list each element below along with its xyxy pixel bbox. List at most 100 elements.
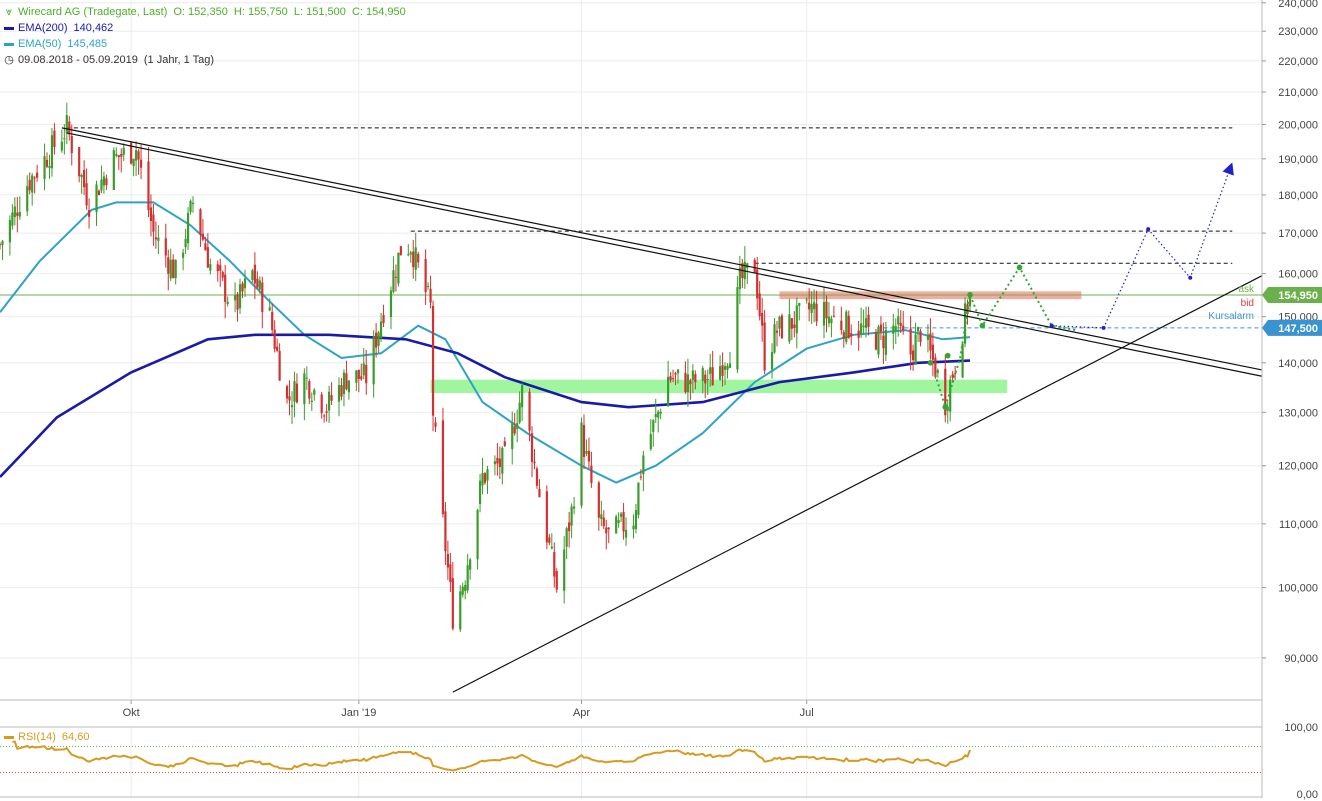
candle-body	[711, 367, 714, 386]
candle-body	[243, 278, 247, 289]
candle-body	[63, 138, 66, 140]
candle-body	[313, 389, 316, 395]
candle-body	[516, 423, 519, 429]
candle-body	[174, 259, 177, 278]
candle-body	[624, 529, 628, 538]
candle-body	[600, 514, 603, 520]
candle-body	[620, 513, 623, 517]
candle-body	[424, 258, 427, 292]
candle-body	[167, 257, 170, 274]
candle-body	[209, 264, 212, 271]
candle-body	[36, 172, 39, 178]
candle-body	[305, 377, 308, 379]
candle-body	[95, 184, 98, 212]
candle-body	[182, 252, 185, 258]
candle-body	[894, 326, 897, 331]
trendline	[452, 275, 1263, 693]
candle-body	[60, 141, 63, 151]
candle-body	[496, 457, 499, 464]
candle-body	[605, 527, 608, 534]
candle-body	[498, 458, 501, 468]
candle-body	[189, 200, 192, 212]
candle-body	[43, 156, 46, 180]
candle-body	[271, 311, 274, 331]
candle-body	[172, 259, 175, 279]
candle-body	[879, 324, 883, 332]
candle-body	[877, 326, 880, 355]
legend-ema200-row[interactable]: EMA(200) 140,462	[4, 20, 406, 36]
candle-body	[642, 455, 645, 475]
y-tick-label: 110,000	[1279, 519, 1318, 531]
candle-body	[659, 411, 662, 414]
candle-body	[706, 378, 709, 380]
green-path-marker	[927, 359, 934, 366]
candle-body	[417, 253, 420, 263]
candle-body	[122, 147, 125, 155]
candle-body	[429, 288, 432, 303]
candle-body	[219, 265, 222, 271]
candle-body	[130, 142, 133, 164]
candle-body	[931, 344, 934, 360]
rsi-tick-label: 100,00	[1284, 722, 1318, 734]
candle-body	[568, 522, 571, 532]
candle-body	[216, 264, 219, 272]
legend-period-row: ◷ 09.08.2018 - 05.09.2019 (1 Jahr, 1 Tag…	[4, 52, 406, 68]
candle-body	[273, 329, 276, 349]
candle-body	[770, 352, 774, 370]
target-arrow-icon	[1222, 162, 1234, 176]
candle-body	[911, 350, 915, 361]
candle-body	[555, 571, 558, 590]
ema-lines	[0, 201, 971, 484]
candle-body	[565, 528, 568, 547]
candle-body	[780, 315, 784, 339]
candle-body	[201, 233, 205, 240]
candle-body	[808, 302, 811, 310]
y-tick-label: 100,000	[1278, 583, 1318, 595]
candle-body	[68, 121, 71, 135]
candle-body	[444, 511, 447, 552]
candle-body	[513, 426, 516, 434]
candle-body	[253, 264, 256, 284]
candle-body	[667, 376, 670, 407]
candle-body	[466, 565, 469, 591]
candle-body	[968, 295, 972, 307]
candle-body	[310, 400, 313, 402]
y-tick-label: 210,000	[1278, 87, 1318, 99]
candle-body	[966, 304, 969, 314]
legend-ema50-row[interactable]: EMA(50) 145,485	[4, 36, 406, 52]
candle-body	[112, 150, 115, 190]
candle-body	[362, 363, 365, 376]
candle-body	[83, 170, 86, 188]
ema200-swatch	[4, 26, 14, 30]
candle-body	[926, 334, 930, 340]
candle-body	[761, 312, 764, 326]
candle-body	[892, 325, 895, 334]
candle-body	[303, 373, 306, 405]
candle-body	[431, 305, 435, 416]
candle-body	[521, 385, 524, 408]
candle-body	[308, 381, 311, 399]
candle-body	[152, 214, 155, 232]
candle-body	[191, 202, 195, 205]
candle-body	[669, 376, 672, 381]
candle-body	[204, 243, 207, 251]
candle-body	[486, 469, 489, 481]
candle-body	[164, 238, 167, 256]
bid-label: bid	[1241, 298, 1254, 309]
trendline	[61, 127, 1263, 371]
candle-body	[345, 373, 348, 390]
candle-body	[184, 238, 187, 248]
rsi-legend[interactable]: RSI(14) 64,60	[4, 731, 89, 743]
candle-body	[372, 336, 375, 385]
candle-body	[293, 381, 296, 402]
green-path-marker	[944, 352, 951, 359]
candle-body	[726, 365, 729, 370]
projection-paths	[927, 162, 1234, 411]
candle-body	[813, 302, 816, 310]
candles[interactable]	[0, 102, 972, 632]
candle-body	[572, 506, 576, 509]
candle-body	[337, 385, 341, 402]
candle-body	[503, 441, 506, 447]
